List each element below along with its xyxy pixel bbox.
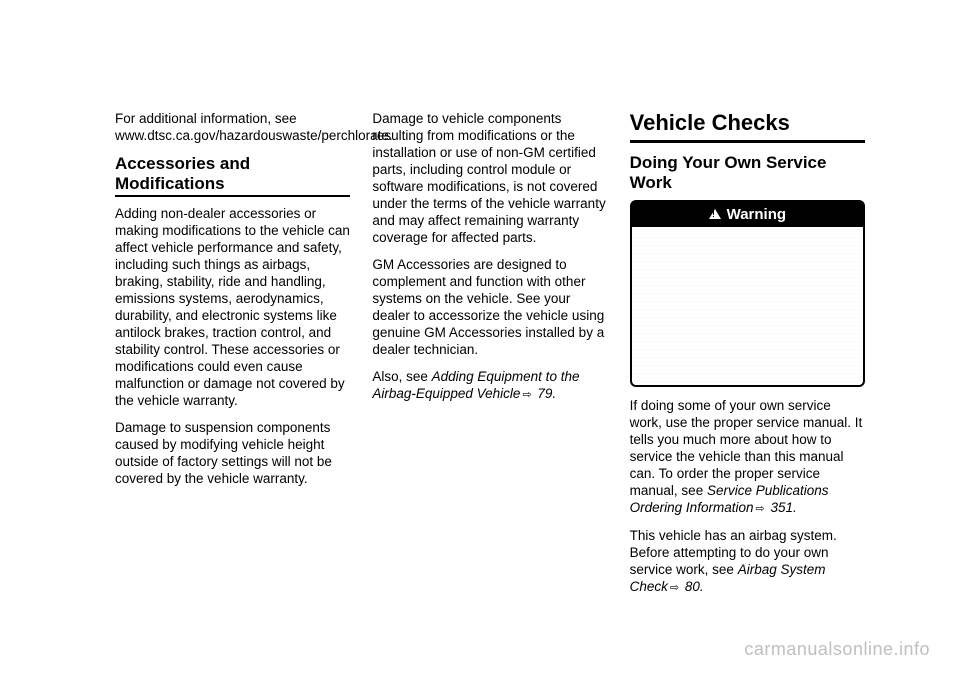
accessories-body-2: Damage to suspension components caused b… [115,419,350,487]
column-2: Damage to vehicle components resulting f… [372,110,607,628]
accessories-body-1: Adding non-dealer accessories or making … [115,205,350,409]
sm-ref-page: 351. [767,500,797,515]
as-ref-page: 80. [681,579,704,594]
vehicle-checks-heading: Vehicle Checks [630,110,865,143]
link-icon: ⇨ [755,503,764,517]
link-icon: ⇨ [670,582,679,596]
link-icon: ⇨ [522,389,531,403]
service-manual-paragraph: If doing some of your own service work, … [630,397,865,517]
column-1: For additional information, see www.dtsc… [115,110,350,628]
service-work-heading: Doing Your Own Service Work [630,153,865,192]
column-3: Vehicle Checks Doing Your Own Service Wo… [630,110,865,628]
warning-triangle-icon [709,209,721,219]
accessories-heading: Accessories and Modifications [115,154,350,197]
airbag-equipment-ref: Also, see Adding Equipment to the Airbag… [372,368,607,403]
warning-body [632,227,863,385]
ref-page: 79. [534,386,557,401]
airbag-system-paragraph: This vehicle has an airbag system. Befor… [630,527,865,596]
manual-page: For additional information, see www.dtsc… [0,0,960,678]
watermark: carmanualsonline.info [744,639,930,660]
warning-box: Warning [630,200,865,387]
damage-paragraph: Damage to vehicle components resulting f… [372,110,607,246]
warning-header: Warning [632,202,863,227]
gm-accessories-paragraph: GM Accessories are designed to complemen… [372,256,607,358]
ref-prefix: Also, see [372,369,431,384]
perchlorate-info: For additional information, see www.dtsc… [115,110,350,144]
warning-label: Warning [727,206,786,223]
